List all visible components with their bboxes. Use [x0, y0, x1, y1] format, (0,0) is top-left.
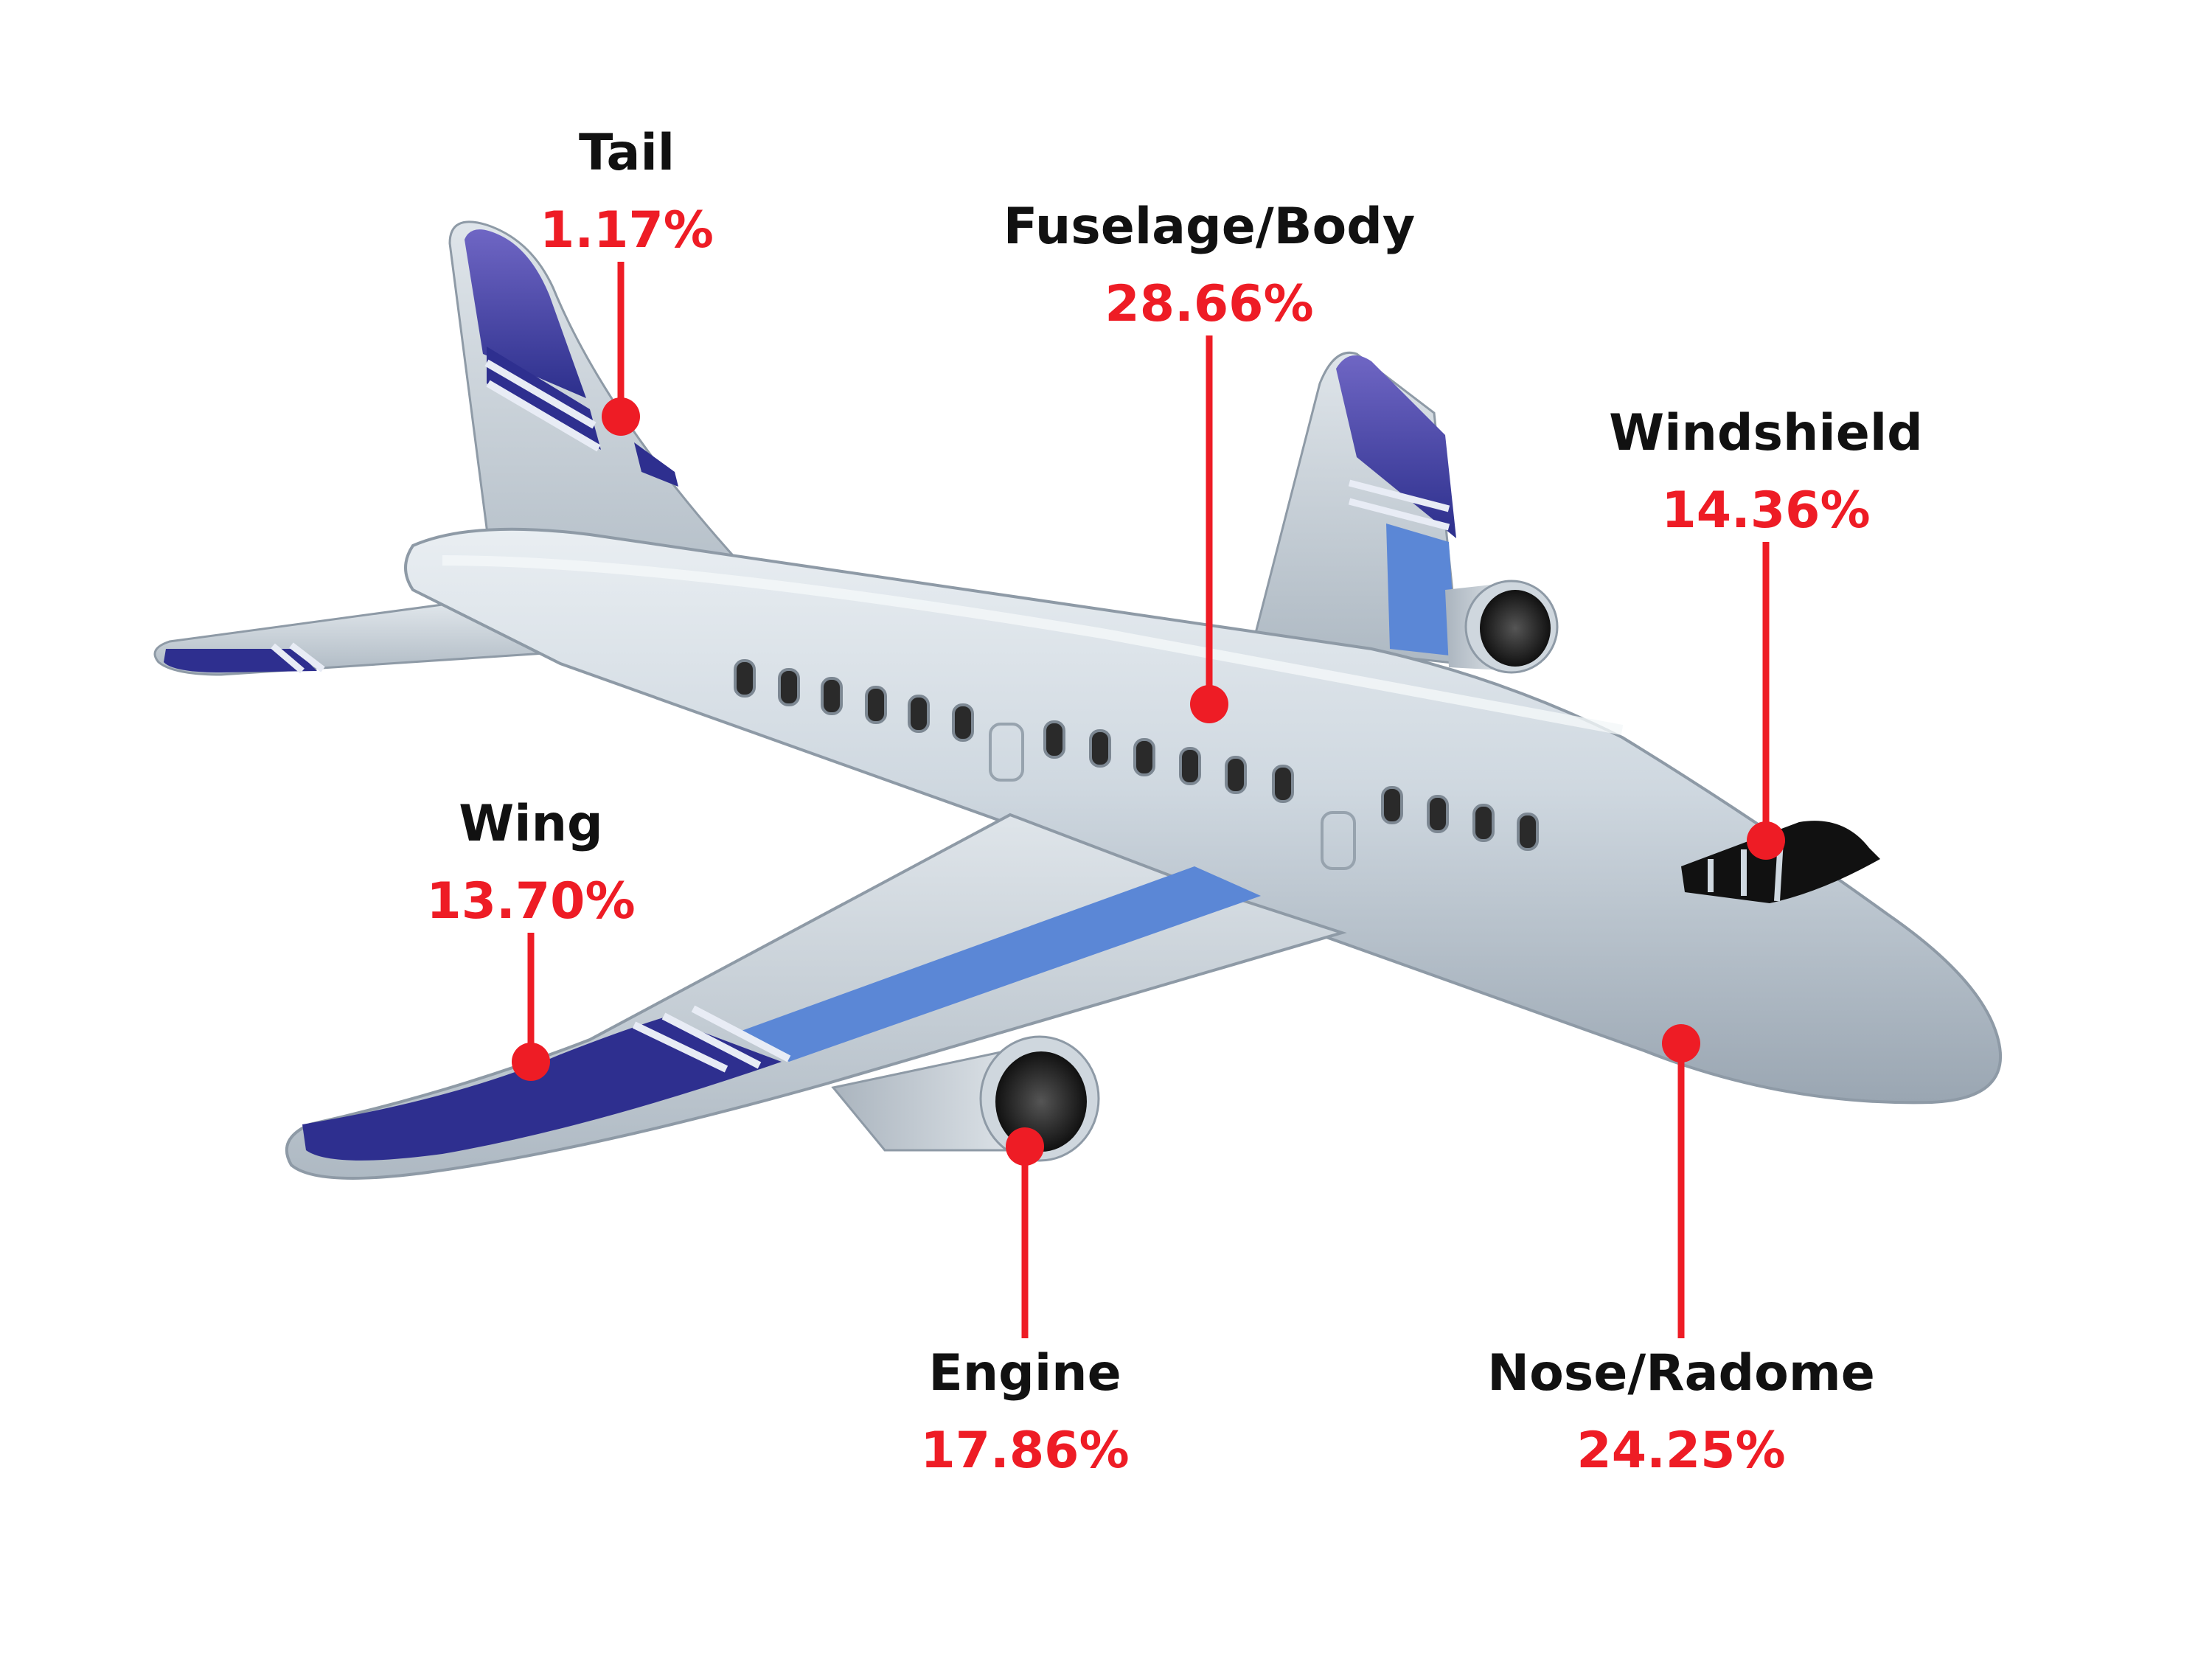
- passenger-window: [1179, 747, 1201, 785]
- passenger-window: [1517, 813, 1539, 851]
- callout-fuselage: Fuselage/Body 28.66%: [1004, 198, 1415, 333]
- callout-windshield: Windshield 14.36%: [1609, 404, 1923, 540]
- leader-dot-windshield: [1747, 821, 1785, 860]
- label-nose-name: Nose/Radome: [1487, 1344, 1875, 1402]
- label-engine-name: Engine: [928, 1344, 1121, 1402]
- passenger-window: [778, 668, 800, 706]
- callout-tail: Tail 1.17%: [540, 124, 714, 260]
- leader-dot-wing: [512, 1043, 550, 1081]
- passenger-window: [1225, 756, 1247, 794]
- passenger-window: [908, 695, 930, 733]
- passenger-window: [1427, 795, 1449, 833]
- label-fuselage-name: Fuselage/Body: [1004, 198, 1415, 256]
- passenger-window: [1472, 804, 1495, 842]
- far-wing: [1252, 352, 1461, 665]
- cabin-door: [1321, 811, 1356, 870]
- label-tail-name: Tail: [579, 124, 675, 182]
- leader-dot-nose: [1662, 1024, 1700, 1062]
- passenger-window: [1043, 720, 1065, 759]
- label-wing-name: Wing: [459, 795, 602, 853]
- passenger-window: [821, 677, 843, 715]
- passenger-window: [1133, 738, 1155, 776]
- label-wing-value: 13.70%: [426, 872, 635, 931]
- leader-dot-fuselage: [1190, 685, 1228, 723]
- callout-nose: Nose/Radome 24.25%: [1487, 1344, 1875, 1480]
- cabin-door: [989, 723, 1024, 782]
- leader-dot-engine: [1006, 1127, 1044, 1166]
- passenger-window: [1272, 765, 1294, 803]
- label-engine-value: 17.86%: [920, 1422, 1129, 1480]
- near-engine: [831, 1035, 1100, 1162]
- far-engine: [1445, 580, 1559, 674]
- label-windshield-value: 14.36%: [1661, 481, 1870, 540]
- callout-wing: Wing 13.70%: [426, 795, 635, 931]
- label-windshield-name: Windshield: [1609, 404, 1923, 462]
- label-nose-value: 24.25%: [1576, 1422, 1785, 1480]
- label-fuselage-value: 28.66%: [1105, 275, 1313, 333]
- leader-dot-tail: [602, 397, 640, 436]
- passenger-windows: [734, 659, 1539, 870]
- callout-engine: Engine 17.86%: [920, 1344, 1129, 1480]
- passenger-window: [734, 659, 756, 698]
- passenger-window: [865, 686, 887, 724]
- passenger-window: [1381, 786, 1403, 824]
- near-wing: [285, 813, 1347, 1180]
- label-tail-value: 1.17%: [540, 201, 714, 260]
- passenger-window: [952, 703, 974, 742]
- callout-leaders: [512, 262, 1785, 1338]
- passenger-window: [1089, 729, 1111, 768]
